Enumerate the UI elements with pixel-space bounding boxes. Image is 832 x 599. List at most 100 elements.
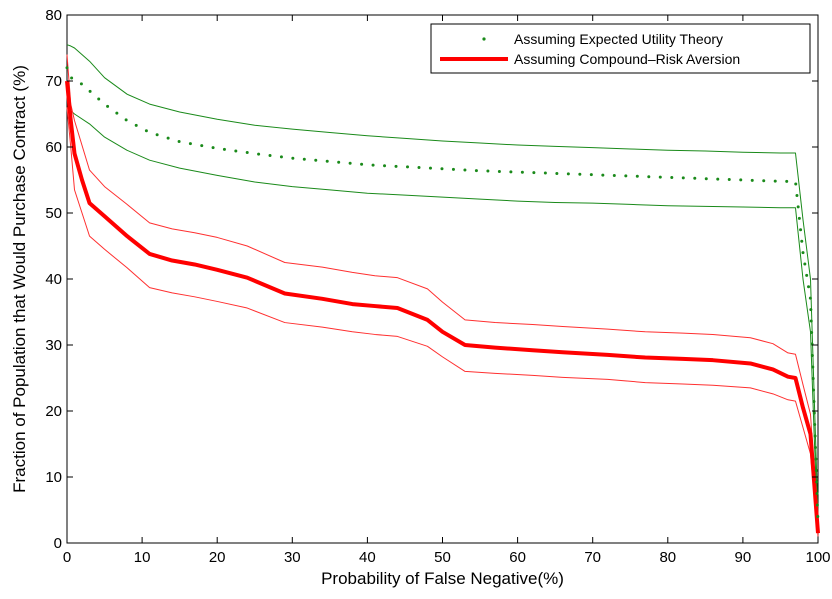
series-cra-lower — [66, 107, 819, 537]
legend-marker-eu — [482, 37, 486, 41]
x-tick-label: 80 — [659, 549, 676, 566]
eu-mean-point — [348, 161, 352, 165]
eu-mean-point — [532, 171, 536, 175]
eu-mean-point — [814, 468, 818, 472]
eu-mean-point — [815, 503, 819, 507]
eu-mean-point — [166, 136, 170, 140]
eu-mean-point — [813, 445, 817, 449]
eu-mean-point — [383, 164, 387, 168]
eu-mean-point — [809, 319, 813, 323]
eu-mean-point — [486, 169, 490, 173]
eu-mean-point — [566, 172, 570, 176]
y-axis: 0 10 20 30 40 50 60 70 80 — [45, 7, 818, 552]
eu-mean-point — [813, 423, 817, 427]
eu-mean-point — [813, 434, 817, 438]
eu-mean-point — [681, 176, 685, 180]
eu-mean-point — [200, 144, 204, 148]
eu-mean-point — [245, 151, 249, 155]
eu-mean-point — [115, 111, 119, 115]
eu-mean-point — [106, 104, 110, 108]
series-layer — [65, 44, 820, 537]
eu-mean-point — [144, 129, 148, 133]
x-tick-label: 60 — [509, 549, 526, 566]
eu-mean-point — [555, 171, 559, 175]
series-eu-lower — [66, 107, 819, 530]
y-tick-label: 50 — [45, 205, 62, 222]
eu-mean-point — [497, 169, 501, 173]
eu-mean-point — [795, 193, 799, 197]
y-tick-label: 60 — [45, 139, 62, 156]
eu-mean-point — [543, 171, 547, 175]
eu-mean-point — [314, 158, 318, 162]
eu-mean-point — [727, 178, 731, 182]
eu-mean-point — [803, 262, 807, 266]
eu-mean-point — [589, 173, 593, 177]
y-axis-title: Fraction of Population that Would Purcha… — [10, 65, 29, 493]
eu-mean-point — [624, 174, 628, 178]
eu-mean-point — [762, 179, 766, 183]
eu-mean-point — [325, 159, 329, 163]
eu-mean-point — [750, 178, 754, 182]
eu-mean-point — [428, 166, 432, 170]
eu-mean-point — [785, 179, 789, 183]
y-tick-label: 80 — [45, 7, 62, 24]
eu-mean-point — [155, 133, 159, 137]
x-tick-label: 40 — [359, 549, 376, 566]
eu-mean-point — [693, 176, 697, 180]
eu-mean-point — [797, 216, 801, 220]
eu-mean-point — [815, 480, 819, 484]
eu-mean-point — [88, 89, 92, 93]
eu-mean-point — [440, 167, 444, 171]
eu-mean-point — [811, 365, 815, 369]
eu-mean-point — [773, 179, 777, 183]
eu-mean-point — [257, 152, 261, 156]
eu-mean-point — [451, 167, 455, 171]
series-cra-upper — [66, 54, 819, 527]
eu-mean-point — [234, 149, 238, 153]
eu-mean-point — [811, 377, 815, 381]
x-tick-label: 100 — [805, 549, 830, 566]
y-tick-label: 40 — [45, 271, 62, 288]
eu-mean-point — [406, 165, 410, 169]
series-eu-upper — [66, 44, 819, 517]
eu-mean-point — [337, 160, 341, 164]
eu-mean-point — [279, 155, 283, 159]
eu-mean-point — [812, 400, 816, 404]
eu-mean-point — [65, 66, 69, 70]
y-tick-label: 20 — [45, 403, 62, 420]
eu-mean-point — [704, 177, 708, 181]
series-cra-mean — [65, 80, 820, 534]
eu-mean-point — [799, 228, 803, 232]
eu-mean-point — [807, 285, 811, 289]
eu-mean-point — [810, 354, 814, 358]
eu-mean-point — [134, 123, 138, 127]
legend-box — [430, 23, 811, 74]
eu-mean-point — [635, 174, 639, 178]
eu-mean-point — [463, 168, 467, 172]
legend-label-cra: Assuming Compound–Risk Aversion — [514, 51, 740, 67]
eu-mean-point — [796, 205, 800, 209]
axes-frame — [66, 14, 819, 544]
eu-mean-point — [809, 308, 813, 312]
eu-mean-point — [816, 514, 820, 518]
x-tick-label: 30 — [284, 549, 301, 566]
x-tick-label: 70 — [584, 549, 601, 566]
eu-mean-point — [211, 146, 215, 150]
plot-area — [66, 14, 819, 544]
eu-mean-point — [70, 76, 74, 80]
eu-mean-point — [578, 172, 582, 176]
eu-mean-point — [658, 175, 662, 179]
eu-mean-point — [97, 97, 101, 101]
x-axis: 0 10 20 30 40 50 60 70 80 90 100 — [63, 15, 831, 566]
y-tick-label: 0 — [54, 535, 62, 552]
eu-mean-point — [601, 173, 605, 177]
eu-mean-point — [124, 118, 128, 122]
eu-mean-point — [394, 164, 398, 168]
y-tick-label: 30 — [45, 337, 62, 354]
eu-mean-point — [360, 162, 364, 166]
eu-mean-point — [417, 166, 421, 170]
x-tick-label: 0 — [63, 549, 71, 566]
eu-mean-point — [812, 388, 816, 392]
eu-mean-point — [814, 457, 818, 461]
